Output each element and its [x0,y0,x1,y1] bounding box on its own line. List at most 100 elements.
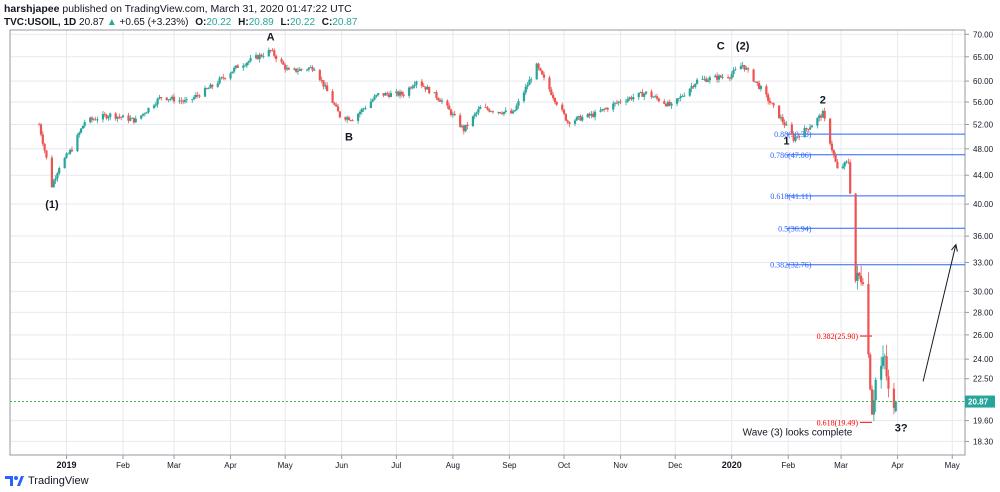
candle-body [486,107,489,110]
candle-body [451,113,454,116]
candle-body [805,128,808,130]
candle-body [326,85,329,92]
candles [38,47,897,422]
price-chart[interactable]: 0.88(50.38)0.786(47.06)0.618(41.11)0.5(3… [0,0,1000,470]
candle-body [209,84,212,89]
candle-body [561,104,564,110]
candle-body [772,103,775,106]
high-label: H: [238,17,249,28]
candle-body [726,77,730,78]
candle-body [695,79,699,84]
candle-body [526,85,529,87]
candle-body [397,91,400,96]
candle-body [408,87,411,96]
candle-body [440,100,444,102]
tradingview-logo-icon[interactable] [4,474,24,488]
candle-body [322,80,325,87]
candle-body [484,107,487,108]
candle-body [300,69,303,70]
y-tick-label: 65.00 [973,53,994,62]
candle-body [856,272,859,281]
candle-body [670,103,673,106]
publish-info: published on TradingView.com, March 31, … [62,3,352,15]
candle-body [832,150,835,155]
candle-body [39,124,43,135]
candle-body [553,97,557,103]
candle-body [247,61,250,63]
candle-body [89,117,92,123]
candle-body [67,153,70,155]
fib-label: 0.786(47.06) [770,151,812,160]
candle-body [756,81,759,83]
candle-body [120,117,123,118]
candle-body [612,103,615,110]
candle-body [242,65,245,68]
author-name[interactable]: harshjapee [4,3,60,15]
candle-body [424,86,427,90]
candle-body [854,193,857,281]
symbol-name[interactable]: TVC:USOIL, 1D [4,17,77,28]
fib-label: 0.382(32.76) [770,261,812,270]
y-tick-label: 26.00 [973,331,994,340]
candle-body [318,69,321,80]
candle-body [552,94,555,98]
candle-body [422,85,425,87]
candle-body [796,136,799,138]
candle-body [160,97,163,98]
candle-body [792,134,795,141]
wave-annotation: Wave (3) looks complete [743,428,853,439]
projection-arrow-line[interactable] [922,244,957,382]
candle-body [542,74,546,78]
candle-body [402,94,405,96]
candle-body [530,79,533,81]
candle-body [382,93,385,96]
candle-body [745,68,748,70]
candle-body [732,70,735,75]
candle-body [603,108,606,110]
candle-body [705,78,708,82]
candle-body [347,117,351,121]
candle-body [829,118,832,144]
x-tick-label: Aug [446,461,460,470]
candle-body [229,73,232,79]
candle-body [499,112,502,114]
candle-body [152,105,156,108]
candle-body [528,79,531,86]
candle-body [357,114,360,121]
candle-body [860,275,863,283]
candle-body [109,113,112,117]
candle-body [371,99,374,102]
candle-body [287,68,290,70]
candle-body [807,129,810,130]
fib-label: 0.618(41.11) [770,192,811,201]
candle-body [666,101,670,107]
chart-grid [10,30,965,455]
y-tick-label: 24.00 [973,355,994,364]
candle-body [446,100,449,106]
candle-body [716,75,719,80]
candle-body [650,91,653,97]
candle-body [881,357,885,366]
candle-body [655,96,659,99]
x-tick-label: 2019 [56,460,76,470]
candle-body [254,55,258,59]
candle-body [798,136,801,138]
candle-body [841,166,844,169]
candle-body [296,70,300,72]
candle-body [413,84,416,87]
candle-body [362,108,365,110]
open-label: O: [195,17,207,28]
candle-body [511,111,515,114]
symbol-line: TVC:USOIL, 1D 20.87 ▲ +0.65 (+3.23%) O:2… [4,16,704,30]
candle-body [688,88,691,96]
y-tick-label: 56.00 [973,98,994,107]
candle-body [681,96,684,97]
x-tick-label: 2020 [722,460,742,470]
close-value: 20.87 [332,17,358,28]
candle-body [437,97,440,101]
candle-body [488,109,491,112]
low-label: L: [280,17,290,28]
tradingview-brand[interactable]: TradingView [28,475,89,487]
candle-body [375,94,378,97]
candle-body [387,94,391,97]
